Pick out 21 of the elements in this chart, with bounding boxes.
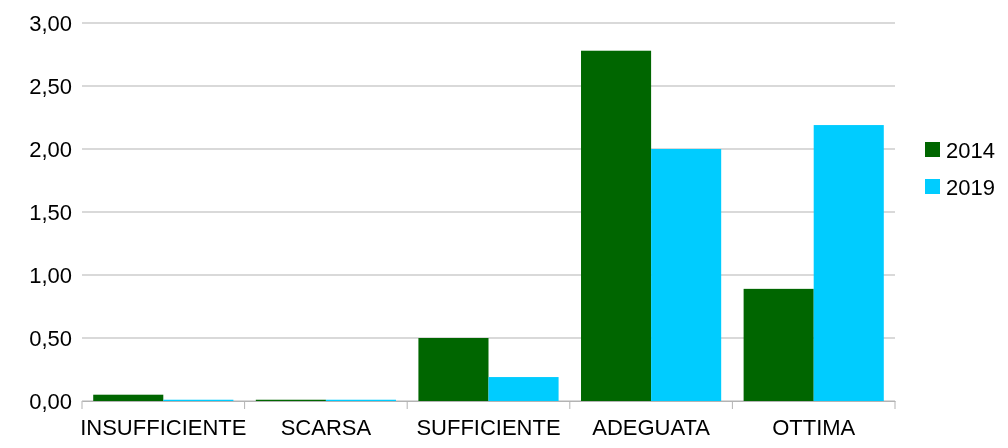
bar (93, 394, 164, 401)
y-tick-label: 3,00 (29, 10, 72, 36)
x-tick-label: OTTIMA (772, 414, 856, 440)
x-tick-label: ADEGUATA (592, 414, 711, 440)
bar (743, 288, 814, 401)
bar (488, 377, 559, 401)
x-tick-label: INSUFFICIENTE (80, 414, 247, 440)
legend-label: 2014 (946, 138, 995, 163)
legend-label: 2019 (946, 175, 995, 200)
bar (813, 125, 884, 401)
y-tick-label: 0,00 (29, 388, 72, 414)
bar (651, 149, 722, 401)
bar (418, 338, 489, 401)
y-tick-label: 1,50 (29, 199, 72, 225)
y-tick-label: 1,00 (29, 262, 72, 288)
y-tick-label: 0,50 (29, 325, 72, 351)
x-tick-label: SUFFICIENTE (416, 414, 561, 440)
y-tick-label: 2,00 (29, 136, 72, 162)
bar (581, 50, 652, 401)
x-tick-label: SCARSA (280, 414, 372, 440)
y-tick-label: 2,50 (29, 73, 72, 99)
